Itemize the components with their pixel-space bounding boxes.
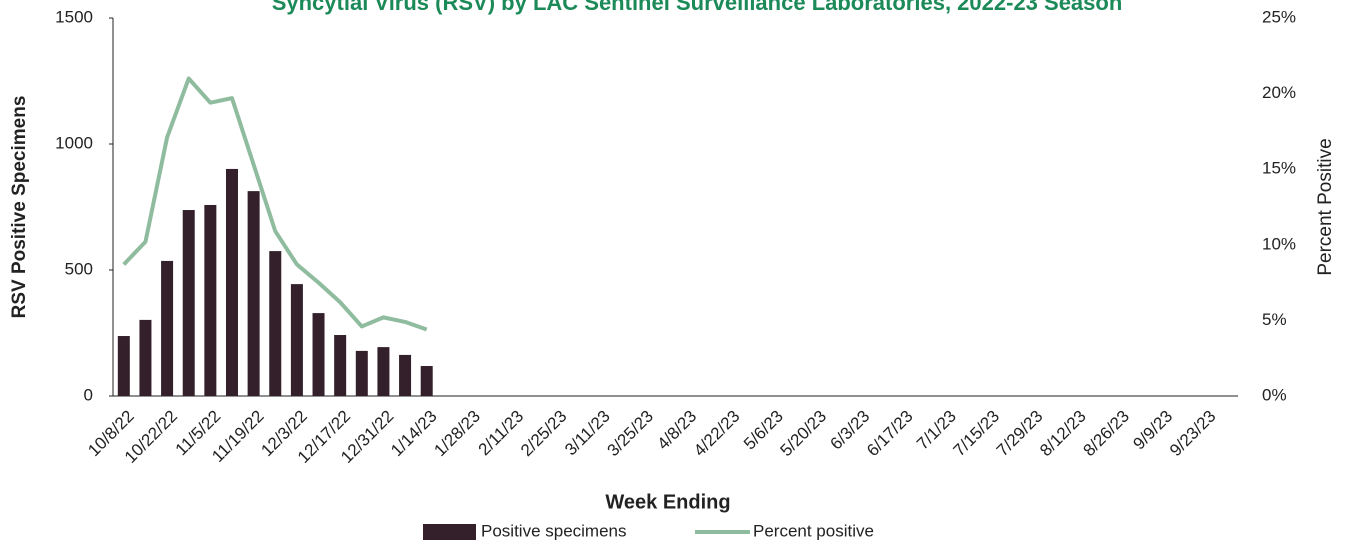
x-tick-label: 8/26/23 <box>1079 407 1133 461</box>
x-tick-label: 5/20/23 <box>777 407 831 461</box>
y2-tick-label: 10% <box>1262 234 1296 253</box>
y2-tick-label: 5% <box>1262 310 1287 329</box>
bar <box>312 313 325 396</box>
bar <box>269 251 282 396</box>
x-tick-label: 7/29/23 <box>993 407 1047 461</box>
bar <box>225 168 238 396</box>
x-tick-label: 2/25/23 <box>517 407 571 461</box>
y2-tick-label: 0% <box>1262 385 1287 404</box>
y2-tick-label: 25% <box>1262 7 1296 26</box>
legend-label: Positive specimens <box>481 521 627 540</box>
x-tick-label: 2/11/23 <box>475 407 528 460</box>
bar <box>247 191 260 396</box>
legend-swatch <box>423 524 476 540</box>
y-tick-label: 1500 <box>55 7 93 26</box>
bar <box>377 347 390 396</box>
x-tick-label: 3/11/23 <box>561 407 614 460</box>
bar <box>139 319 152 396</box>
y2-axis-title: Percent Positive <box>1315 138 1336 275</box>
bar <box>182 210 195 396</box>
chart-title: Syncytial Virus (RSV) by LAC Sentinel Su… <box>272 0 1123 15</box>
x-tick-label: 3/25/23 <box>603 407 657 461</box>
bar <box>399 354 412 396</box>
y-tick-label: 0 <box>84 385 93 404</box>
bar <box>290 284 303 396</box>
bar <box>117 336 130 396</box>
y-tick-label: 500 <box>65 259 93 278</box>
bar <box>204 204 217 396</box>
y-axis-title: RSV Positive Specimens <box>9 96 30 319</box>
x-tick-label: 6/17/23 <box>863 407 917 461</box>
x-tick-label: 4/22/23 <box>690 407 744 461</box>
bar <box>355 350 368 396</box>
x-axis-title: Week Ending <box>605 491 730 513</box>
bar <box>420 366 433 396</box>
x-tick-label: 1/14/23 <box>387 407 441 461</box>
x-tick-label: 1/28/23 <box>430 407 484 461</box>
x-tick-label: 9/23/23 <box>1166 407 1220 461</box>
bar <box>161 260 174 396</box>
y-tick-label: 1000 <box>55 133 93 152</box>
x-tick-label: 8/12/23 <box>1036 407 1090 461</box>
line <box>122 76 428 332</box>
x-tick-label: 7/15/23 <box>950 407 1004 461</box>
legend-label: Percent positive <box>753 521 874 540</box>
y2-tick-label: 20% <box>1262 83 1296 102</box>
bar <box>334 335 347 396</box>
y2-tick-label: 15% <box>1262 159 1296 178</box>
